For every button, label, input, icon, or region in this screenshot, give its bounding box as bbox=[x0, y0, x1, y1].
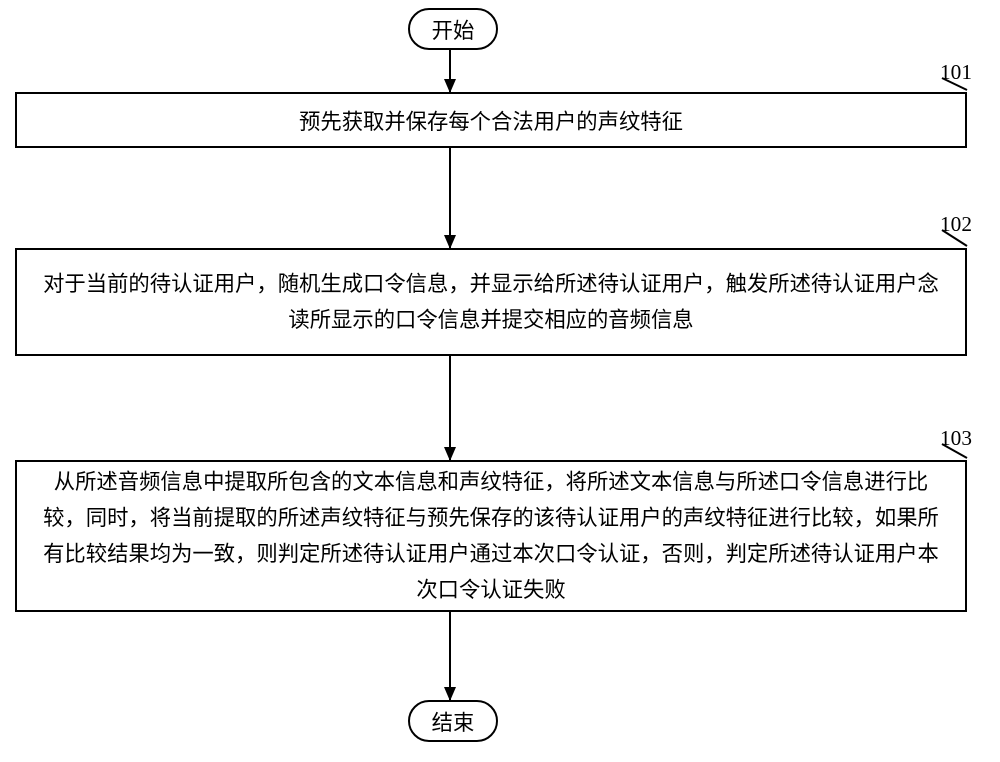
process-102-text: 对于当前的待认证用户，随机生成口令信息，并显示给所述待认证用户，触发所述待认证用… bbox=[33, 266, 949, 339]
step-label-103-text: 103 bbox=[940, 426, 972, 450]
step-label-102-text: 102 bbox=[940, 212, 972, 236]
start-terminator: 开始 bbox=[408, 8, 498, 50]
process-101: 预先获取并保存每个合法用户的声纹特征 bbox=[15, 92, 967, 148]
flowchart-canvas: 开始 预先获取并保存每个合法用户的声纹特征 对于当前的待认证用户，随机生成口令信… bbox=[0, 0, 1000, 762]
step-label-103: 103 bbox=[940, 426, 972, 451]
step-label-102: 102 bbox=[940, 212, 972, 237]
process-102: 对于当前的待认证用户，随机生成口令信息，并显示给所述待认证用户，触发所述待认证用… bbox=[15, 248, 967, 356]
step-label-101-text: 101 bbox=[940, 60, 972, 84]
process-103-text: 从所述音频信息中提取所包含的文本信息和声纹特征，将所述文本信息与所述口令信息进行… bbox=[33, 464, 949, 609]
step-label-101: 101 bbox=[940, 60, 972, 85]
start-label: 开始 bbox=[432, 14, 475, 45]
process-103: 从所述音频信息中提取所包含的文本信息和声纹特征，将所述文本信息与所述口令信息进行… bbox=[15, 460, 967, 612]
end-label: 结束 bbox=[432, 706, 475, 737]
process-101-text: 预先获取并保存每个合法用户的声纹特征 bbox=[299, 105, 683, 136]
end-terminator: 结束 bbox=[408, 700, 498, 742]
